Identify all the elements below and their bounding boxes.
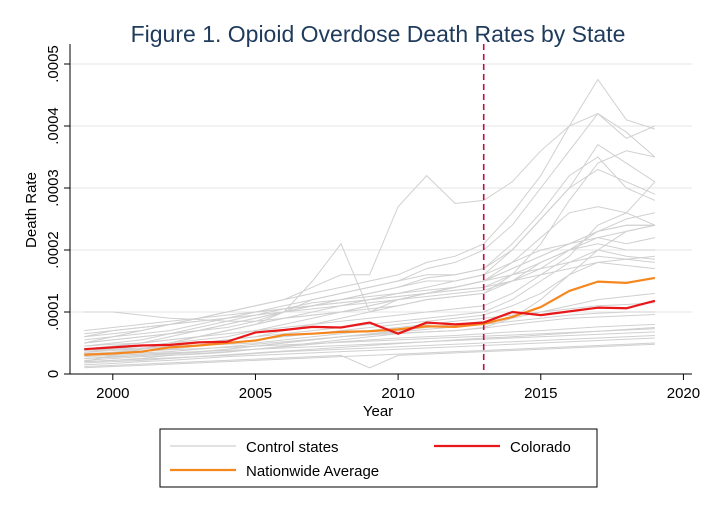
control-state-line-5 (84, 313, 655, 359)
control-state-line-22 (84, 242, 655, 363)
legend-label-nationwide: Nationwide Average (246, 463, 379, 480)
control-state-line-13 (84, 342, 655, 369)
control-state-line-18 (84, 311, 655, 356)
control-state-line-28 (84, 181, 656, 347)
chart-title: Figure 1. Opioid Overdose Death Rates by… (131, 21, 626, 47)
nationwide-average-line (84, 276, 656, 356)
highlighted-series (84, 276, 656, 356)
legend-label-colorado: Colorado (510, 439, 571, 456)
y-tick-label-3: .0003 (45, 169, 62, 207)
control-state-line-11 (84, 156, 656, 341)
control-state-line-17 (84, 168, 656, 344)
y-tick-label-4: .0004 (45, 107, 62, 145)
control-state-line-27 (84, 224, 655, 335)
x-tick-label-4: 2020 (667, 385, 700, 402)
plot-area: 0.0001.0002.0003.0004.0005 2000 2005 2010 2… (45, 44, 700, 402)
control-state-line-31 (84, 292, 655, 359)
control-state-line-8 (84, 206, 656, 347)
y-tick-label-1: .0001 (45, 293, 62, 331)
legend-label-control: Control states (246, 439, 339, 456)
x-tick-label-1: 2005 (239, 385, 272, 402)
y-tick-label-5: .0005 (45, 45, 62, 83)
control-state-line-23 (84, 327, 655, 364)
y-tick-label-2: .0002 (45, 231, 62, 269)
x-tick-label-0: 2000 (96, 385, 129, 402)
x-axis-label: Year (363, 403, 393, 420)
control-state-line-10 (84, 261, 655, 356)
y-tick-label-0: 0 (45, 370, 62, 378)
control-state-line-20 (84, 224, 656, 332)
legend: Control states Colorado Nationwide Avera… (159, 428, 598, 488)
axes (69, 44, 692, 375)
x-tick-label-2: 2010 (381, 385, 414, 402)
legend-box (159, 428, 598, 488)
y-axis-label: Death Rate (23, 172, 40, 248)
y-tick-labels: 0 .0001 .0002 .0003 .0004 .0005 (45, 45, 70, 378)
control-state-line-26 (84, 343, 655, 369)
x-tick-label-3: 2015 (524, 385, 557, 402)
control-state-line-29 (84, 328, 655, 355)
control-state-line-6 (84, 337, 655, 366)
colorado-line (84, 299, 656, 351)
control-state-line-21 (84, 113, 656, 344)
control-state-line-16 (84, 323, 655, 361)
control-states-lines (84, 78, 656, 369)
control-state-line-30 (84, 212, 656, 322)
x-tick-labels: 2000 2005 2010 2015 2020 (96, 374, 700, 402)
